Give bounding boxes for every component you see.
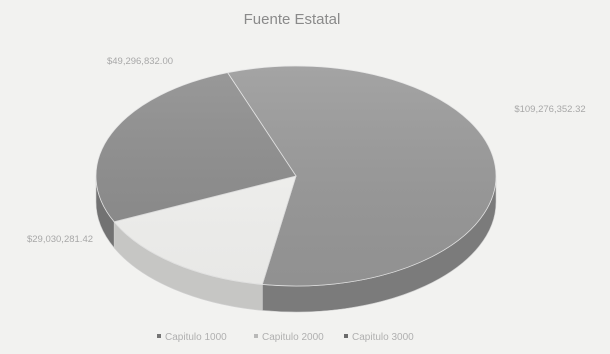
data-labels: $109,276,352.32 $29,030,281.42 $49,296,832… — [27, 56, 586, 245]
pie-top-shading — [96, 66, 496, 286]
legend-swatch — [157, 334, 161, 338]
legend-item-3[interactable]: Capitulo 3000 — [344, 332, 414, 343]
legend-swatch — [344, 334, 348, 338]
data-label-1: $109,276,352.32 — [514, 104, 585, 115]
legend-label: Capitulo 1000 — [165, 332, 227, 343]
chart-title: Fuente Estatal — [244, 11, 341, 28]
legend-item-1[interactable]: Capitulo 1000 — [157, 332, 227, 343]
legend-label: Capitulo 2000 — [262, 332, 324, 343]
legend: Capitulo 1000 Capitulo 2000 Capitulo 3000 — [157, 332, 414, 343]
data-label-2: $29,030,281.42 — [27, 234, 93, 245]
legend-swatch — [254, 334, 258, 338]
legend-label: Capitulo 3000 — [352, 332, 414, 343]
pie-group — [95, 65, 497, 313]
data-label-3: $49,296,832.00 — [107, 56, 173, 67]
legend-item-2[interactable]: Capitulo 2000 — [254, 332, 324, 343]
